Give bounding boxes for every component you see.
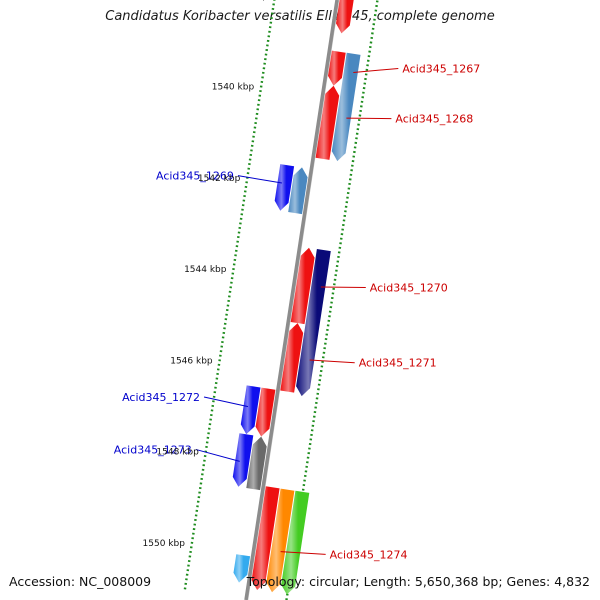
gene-feature[interactable] [266, 488, 295, 593]
gene-leader-line [203, 396, 249, 408]
scale-labels: 1538 kbp 1540 kbp 1542 kbp 1544 kbp 1546 kbp… [143, 0, 269, 549]
gene-feature[interactable] [315, 85, 340, 160]
gene-feature[interactable] [233, 554, 251, 583]
gene-feature[interactable] [288, 167, 308, 215]
gene-feature[interactable] [255, 387, 276, 437]
accession-text: Accession: NC_008009 [9, 574, 152, 589]
genome-backbone [244, 0, 340, 600]
gene-label[interactable]: Acid345_1269 [156, 170, 234, 183]
gene-feature[interactable] [280, 323, 304, 393]
gene-label[interactable]: Acid345_1271 [359, 357, 437, 370]
gene-leader-line [280, 551, 326, 555]
gene-feature[interactable] [232, 433, 254, 487]
gene-feature[interactable] [246, 436, 267, 491]
genome-title: Candidatus Koribacter versatilis Ellin34… [105, 9, 495, 24]
gene-label[interactable]: Acid345_1274 [330, 548, 408, 561]
scale-label: 1544 kbp [184, 265, 227, 275]
gene-feature[interactable] [296, 249, 331, 397]
scale-label: 1548 kbp [156, 448, 199, 458]
gene-leader-line [237, 175, 283, 184]
gene-leader-line [309, 359, 355, 364]
gene-label[interactable]: Acid345_1272 [122, 391, 200, 404]
gene-feature[interactable] [281, 490, 310, 595]
backbone-line [244, 0, 339, 600]
gene-label[interactable]: Acid345_1270 [370, 281, 448, 294]
gene-feature[interactable] [290, 247, 315, 325]
gene-label[interactable]: Acid345_1273 [114, 443, 192, 456]
scale-label: 1550 kbp [143, 539, 186, 549]
gene-label[interactable]: Acid345_1268 [395, 113, 473, 126]
gene-feature[interactable] [328, 50, 346, 86]
scale-label: 1542 kbp [198, 174, 241, 184]
gene-leader-line [320, 286, 366, 288]
gene-label[interactable]: Acid345_1267 [402, 62, 480, 75]
gene-features [232, 0, 361, 595]
gene-feature[interactable] [274, 164, 295, 211]
scale-label: 1540 kbp [212, 83, 255, 93]
gene-feature[interactable] [251, 486, 280, 590]
scale-label: 1546 kbp [170, 356, 213, 366]
gene-feature[interactable] [336, 0, 355, 34]
gene-feature[interactable] [331, 52, 361, 162]
feature-labels: Acid345_1267 Acid345_1268 Acid345_1269 Acid… [114, 62, 480, 561]
genome-stats-text: Topology: circular; Length: 5,650,368 bp… [246, 574, 590, 589]
gene-feature[interactable] [240, 385, 261, 435]
gene-leader-line [353, 67, 399, 73]
gene-leader-line [346, 117, 392, 120]
scale-label: 1538 kbp [226, 0, 269, 1]
gene-leader-line [195, 448, 240, 462]
